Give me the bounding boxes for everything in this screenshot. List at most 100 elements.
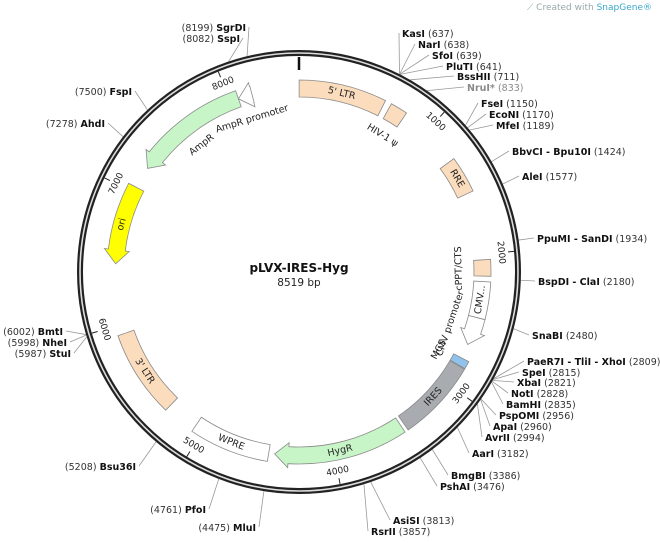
- enzyme-name: BmtI: [38, 327, 63, 338]
- feature-wpre[interactable]: [191, 416, 271, 462]
- enzyme-site-rsrii[interactable]: RsrII (3857): [371, 527, 430, 538]
- enzyme-site-bamhi[interactable]: BamHI (2835): [506, 400, 576, 411]
- enzyme-position-value: 3386: [492, 471, 516, 482]
- enzyme-name: NotI: [511, 389, 534, 400]
- enzyme-name: XbaI: [517, 378, 541, 389]
- enzyme-site-spei[interactable]: SpeI (2815): [522, 368, 580, 379]
- enzyme-site-kasi[interactable]: KasI (637): [402, 29, 454, 40]
- feature-rre[interactable]: [439, 158, 474, 199]
- enzyme-site-pspomi[interactable]: PspOMI (2956): [499, 411, 574, 422]
- enzyme-position: (1170): [522, 110, 554, 121]
- enzyme-position-value: 5208: [69, 462, 93, 473]
- enzyme-site-mlui[interactable]: (4475) MluI: [198, 523, 256, 534]
- tick-mark: [186, 451, 191, 457]
- tick-mark: [91, 330, 98, 334]
- enzyme-leader-line: [480, 399, 491, 427]
- enzyme-position: (8199): [182, 23, 214, 34]
- tick-label: 7000: [107, 171, 126, 196]
- enzyme-position: (6002): [3, 327, 35, 338]
- enzyme-position: (1424): [594, 147, 626, 158]
- enzyme-site-ahdi[interactable]: (7278) AhdI: [46, 119, 105, 130]
- enzyme-position-value: 8082: [186, 34, 210, 45]
- enzyme-site-xbai[interactable]: XbaI (2821): [517, 378, 576, 389]
- enzyme-position-value: 833: [502, 83, 520, 94]
- feature-5-ltr[interactable]: [298, 79, 387, 117]
- enzyme-position: (2956): [542, 411, 574, 422]
- enzyme-site-stui[interactable]: (5987) StuI: [15, 349, 71, 360]
- enzyme-site-bsshii[interactable]: BssHII (711): [457, 72, 519, 83]
- enzyme-site-nari[interactable]: NarI (638): [418, 40, 469, 51]
- enzyme-name: NheI: [42, 338, 67, 349]
- enzyme-site-alei[interactable]: AleI (1577): [522, 172, 577, 183]
- enzyme-leader-line: [419, 457, 438, 487]
- enzyme-site-fspi[interactable]: (7500) FspI: [75, 87, 132, 98]
- tick-mark: [217, 71, 222, 78]
- enzyme-site-asisi[interactable]: AsiSI (3813): [393, 516, 454, 527]
- enzyme-site-bmgbi[interactable]: BmgBI (3386): [451, 471, 520, 482]
- enzyme-site-nhei[interactable]: (5998) NheI: [8, 338, 67, 349]
- enzyme-position: (637): [428, 29, 454, 40]
- enzyme-position: (711): [494, 72, 520, 83]
- enzyme-leader-line: [134, 90, 148, 111]
- enzyme-name: AsiSI: [393, 516, 420, 527]
- enzyme-leader-line: [370, 481, 391, 521]
- enzyme-name: SnaBI: [532, 331, 563, 342]
- enzyme-name: SspI: [217, 34, 240, 45]
- enzyme-site-ppumi-sandi[interactable]: PpuMI - SanDI (1934): [537, 234, 647, 245]
- enzyme-site-pluti[interactable]: PluTI (641): [446, 62, 502, 73]
- tick-label: 6000: [96, 317, 112, 342]
- enzyme-name: RsrII: [371, 527, 396, 538]
- feature-ori[interactable]: [103, 182, 145, 265]
- feature-mcs[interactable]: [449, 353, 470, 370]
- enzyme-leader-line: [208, 478, 220, 510]
- enzyme-leader-line: [400, 65, 444, 75]
- enzyme-position-value: 3476: [477, 482, 501, 493]
- enzyme-site-aari[interactable]: AarI (3182): [472, 449, 529, 460]
- enzyme-position-value: 3813: [426, 516, 450, 527]
- enzyme-leader-line: [431, 449, 449, 476]
- feature-cppt-cts[interactable]: [473, 258, 492, 277]
- enzyme-leader-line: [228, 37, 244, 62]
- tick-label: 5000: [181, 436, 206, 457]
- enzyme-name: PluTI: [446, 62, 473, 73]
- enzyme-position: (2835): [544, 400, 576, 411]
- enzyme-site-snabi[interactable]: SnaBI (2480): [532, 331, 597, 342]
- enzyme-leader-line: [493, 360, 525, 379]
- feature-ires[interactable]: [397, 360, 466, 431]
- enzyme-name: SgrDI: [216, 23, 246, 34]
- feature-hygr[interactable]: [274, 417, 406, 469]
- enzyme-site-bmti[interactable]: (6002) BmtI: [3, 327, 63, 338]
- enzyme-position: (7500): [75, 87, 107, 98]
- enzyme-site-pshai[interactable]: PshAI (3476): [440, 482, 505, 493]
- feature-3-ltr[interactable]: [117, 329, 179, 411]
- tick-label: 8000: [211, 75, 236, 93]
- enzyme-name: AvrII: [485, 433, 510, 444]
- feature-cmv-promoter[interactable]: [460, 314, 486, 346]
- feature-ampr[interactable]: [145, 90, 242, 169]
- enzyme-site-sfoi[interactable]: SfoI (639): [432, 51, 482, 62]
- enzyme-site-bbvci-bpu10i[interactable]: BbvCI - Bpu10I (1424): [512, 147, 626, 158]
- feature-hiv-1-[interactable]: [382, 103, 408, 128]
- enzyme-site-bspdi-clai[interactable]: BspDI - ClaI (2180): [538, 277, 635, 288]
- feature-ampr-promoter[interactable]: [237, 81, 256, 108]
- enzyme-site-nrui-[interactable]: NruI* (833): [467, 83, 524, 94]
- enzyme-site-sspi[interactable]: (8082) SspI: [183, 34, 241, 45]
- enzyme-position: (833): [498, 83, 524, 94]
- enzyme-site-mfei[interactable]: MfeI (1189): [496, 121, 554, 132]
- enzyme-site-noti[interactable]: NotI (2828): [511, 389, 568, 400]
- enzyme-site-apai[interactable]: ApaI (2960): [493, 422, 552, 433]
- enzyme-site-econi[interactable]: EcoNI (1170): [489, 110, 554, 121]
- enzyme-leader-line: [491, 150, 510, 162]
- enzyme-position-value: 6002: [7, 327, 31, 338]
- enzyme-site-bsu36i[interactable]: (5208) Bsu36I: [65, 462, 136, 473]
- enzyme-site-avrii[interactable]: AvrII (2994): [485, 433, 545, 444]
- enzyme-position: (4761): [150, 505, 182, 516]
- enzyme-site-sgrdi[interactable]: (8199) SgrDI: [182, 23, 246, 34]
- enzyme-leader-line: [457, 427, 470, 454]
- enzyme-position: (1189): [523, 121, 555, 132]
- enzyme-site-fsei[interactable]: FseI (1150): [481, 99, 538, 110]
- enzyme-site-pfoi[interactable]: (4761) PfoI: [150, 505, 206, 516]
- enzyme-leader-line: [399, 43, 416, 75]
- enzyme-site-paer7i-tlii-xhoi[interactable]: PaeR7I - TliI - XhoI (2809): [527, 357, 660, 368]
